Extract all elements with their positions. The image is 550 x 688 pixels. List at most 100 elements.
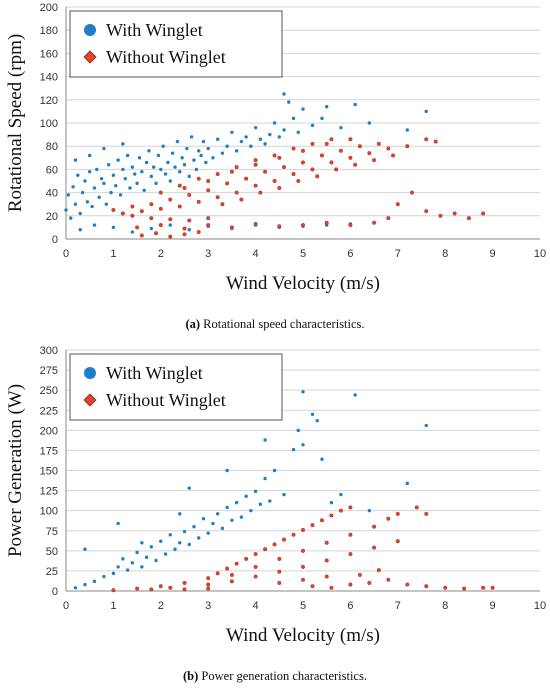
data-point — [173, 165, 177, 169]
data-point — [135, 586, 140, 591]
data-point — [83, 547, 87, 551]
data-point — [329, 585, 334, 590]
legend-label-with-winglet: With Winglet — [106, 363, 203, 383]
data-point — [424, 584, 429, 589]
data-point — [192, 525, 196, 529]
data-point — [182, 163, 187, 167]
data-point — [177, 183, 182, 188]
data-point — [253, 162, 258, 167]
data-point — [277, 569, 282, 574]
data-point — [234, 190, 239, 195]
data-point — [348, 223, 353, 228]
data-point — [102, 146, 106, 151]
data-point — [405, 582, 410, 587]
data-point — [424, 209, 429, 214]
data-point — [339, 125, 343, 130]
data-point — [239, 139, 244, 144]
data-point — [324, 220, 329, 225]
data-point — [272, 542, 277, 547]
data-point — [225, 468, 229, 473]
y-tick-label: 75 — [46, 526, 58, 538]
data-point — [282, 492, 286, 497]
data-point — [154, 181, 158, 186]
data-point — [324, 540, 329, 545]
data-point — [149, 216, 154, 221]
data-point — [158, 206, 163, 211]
data-point — [139, 233, 144, 238]
data-point — [357, 572, 362, 577]
data-point — [282, 92, 286, 96]
data-point — [244, 135, 248, 139]
y-tick-label: 120 — [40, 95, 58, 107]
data-point — [367, 580, 372, 585]
x-tick-label: 2 — [158, 600, 164, 612]
data-point — [109, 190, 113, 195]
data-point — [268, 132, 272, 137]
data-point — [225, 144, 229, 148]
data-point — [215, 195, 220, 200]
data-point — [95, 167, 99, 172]
data-point — [433, 139, 438, 144]
data-point — [244, 494, 248, 498]
data-point — [154, 558, 158, 563]
data-point — [192, 158, 196, 162]
data-point — [253, 574, 258, 579]
x-axis-title: Wind Velocity (m/s) — [226, 273, 380, 294]
data-point — [324, 141, 329, 146]
data-point — [258, 502, 263, 506]
data-point — [225, 505, 229, 510]
data-point — [225, 566, 230, 571]
rotational-speed-chart: 0 20 40 60 80 100 120 140 160 180 200 0 1 2 3 4 5 6 7 8 9 10 W… — [5, 2, 546, 294]
y-axis-title: Power Generation (W) — [5, 384, 26, 557]
data-point — [168, 585, 173, 590]
data-point — [338, 508, 343, 513]
x-tick-label: 0 — [63, 600, 69, 612]
data-point — [92, 579, 97, 584]
data-point — [395, 511, 400, 516]
data-point — [158, 584, 163, 589]
y-tick-label: 300 — [40, 345, 58, 357]
data-point — [395, 202, 400, 207]
x-tick-label: 10 — [534, 248, 546, 260]
data-point — [121, 557, 125, 561]
caption-rotational-speed: (a) Rotational speed characteristics. — [0, 317, 550, 332]
data-point — [211, 521, 215, 526]
data-point — [71, 185, 75, 189]
data-point — [73, 586, 78, 590]
data-point — [348, 552, 353, 557]
caption-text: Power generation characteristics. — [201, 669, 367, 683]
series-without-winglet — [111, 137, 486, 239]
data-point — [206, 531, 210, 535]
data-point — [239, 197, 244, 202]
data-point — [268, 499, 272, 503]
x-tick-label: 1 — [110, 248, 116, 260]
data-point — [376, 141, 381, 146]
data-point — [277, 135, 281, 139]
data-point — [88, 153, 92, 158]
data-point — [120, 211, 125, 216]
caption-label: (b) — [183, 669, 199, 683]
data-point — [348, 155, 353, 160]
legend-label-without-winglet: Without Winglet — [106, 47, 226, 67]
data-point — [215, 137, 220, 141]
data-point — [140, 170, 144, 174]
data-point — [73, 158, 78, 162]
x-tick-label: 3 — [205, 248, 211, 260]
data-point — [263, 142, 267, 146]
y-tick-label: 20 — [46, 211, 58, 223]
data-point — [73, 202, 78, 206]
data-point — [99, 176, 104, 181]
x-tick-label: 5 — [300, 600, 306, 612]
data-point — [367, 151, 372, 156]
data-point — [258, 137, 263, 141]
data-point — [424, 109, 428, 114]
data-point — [320, 457, 324, 461]
data-point — [111, 173, 116, 177]
data-point — [372, 524, 377, 529]
data-point — [135, 225, 140, 230]
data-point — [76, 173, 80, 177]
data-point — [220, 151, 225, 155]
data-point — [301, 527, 306, 532]
data-point — [367, 508, 372, 513]
data-point — [182, 185, 187, 190]
